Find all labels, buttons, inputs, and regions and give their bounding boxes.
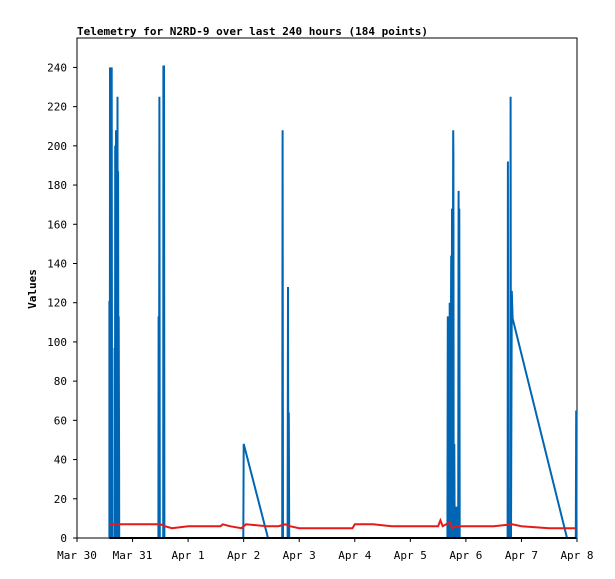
y-tick-label: 20 <box>54 493 67 506</box>
y-tick-label: 160 <box>47 218 67 231</box>
series-line-2 <box>109 517 577 530</box>
y-axis: 0 20 40 60 80 100 120 140 160 180 200 220 240 <box>47 61 77 545</box>
x-tick-label: Apr 5 <box>394 549 427 562</box>
y-tick-label: 240 <box>47 61 67 74</box>
x-tick-label: Apr 6 <box>449 549 482 562</box>
y-tick-label: 0 <box>60 532 67 545</box>
x-tick-label: Apr 4 <box>338 549 371 562</box>
x-tick-label: Mar 31 <box>113 549 153 562</box>
y-tick-label: 180 <box>47 179 67 192</box>
plot-area <box>76 37 578 539</box>
x-tick-label: Apr 2 <box>227 549 260 562</box>
x-tick-label: Apr 3 <box>283 549 316 562</box>
y-tick-label: 140 <box>47 257 67 270</box>
y-tick-label: 120 <box>47 297 67 310</box>
y-tick-label: 40 <box>54 454 67 467</box>
x-tick-label: Apr 8 <box>560 549 593 562</box>
y-tick-label: 80 <box>54 375 67 388</box>
x-tick-label: Mar 30 <box>57 549 97 562</box>
series-layer <box>108 65 578 539</box>
x-axis: Mar 30 Mar 31 Apr 1 Apr 2 Apr 3 Apr 4 Apr 5 Apr… <box>57 538 594 562</box>
y-axis-label: Values <box>26 269 39 309</box>
x-tick-label: Apr 1 <box>172 549 205 562</box>
x-tick-label: Apr 7 <box>505 549 538 562</box>
y-tick-label: 60 <box>54 414 67 427</box>
y-tick-label: 200 <box>47 140 67 153</box>
y-tick-label: 220 <box>47 101 67 114</box>
chart-title: Telemetry for N2RD-9 over last 240 hours… <box>77 25 428 38</box>
y-tick-label: 100 <box>47 336 67 349</box>
